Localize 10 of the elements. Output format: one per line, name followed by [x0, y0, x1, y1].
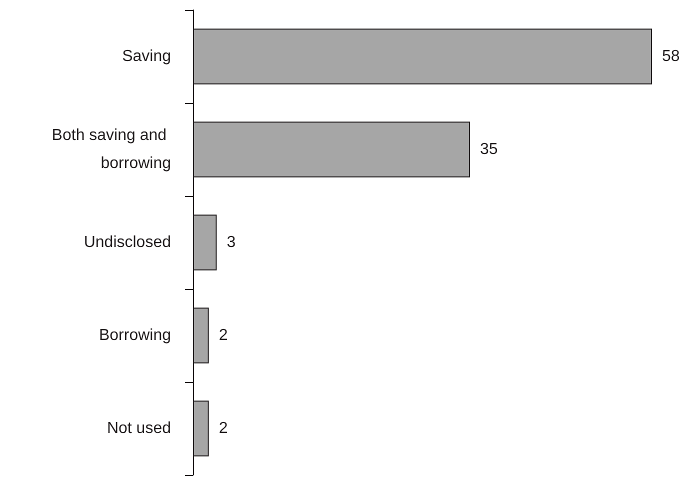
- y-tick-label: Borrowing: [98, 327, 171, 344]
- data-label: 58: [662, 48, 680, 65]
- data-label: 2: [218, 420, 228, 437]
- y-tick-label: Undisclosed: [84, 234, 171, 251]
- data-label: 3: [226, 234, 236, 251]
- y-tick-label: Both saving and borrowing: [52, 127, 171, 172]
- data-label: 35: [480, 141, 498, 158]
- data-label: 2: [218, 327, 228, 344]
- y-tick-label: Not used: [106, 420, 171, 437]
- y-tick-label: Saving: [122, 48, 171, 65]
